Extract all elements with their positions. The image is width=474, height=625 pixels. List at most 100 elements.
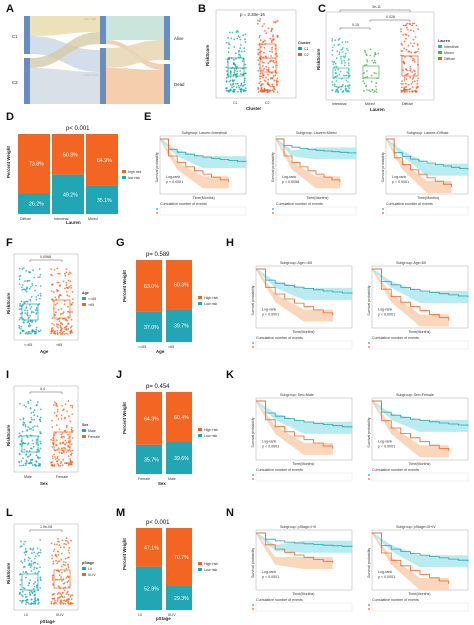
jitter-point [347,49,349,52]
jitter-point [366,59,368,61]
km-subtitle: Subgroup: Sex=Male [280,393,314,397]
jitter-point [259,18,262,20]
jitter-point [338,51,341,54]
jitter-point [19,464,21,467]
jitter-point [66,286,69,289]
panel-letter-n: N [226,507,234,519]
jitter-point [33,418,36,421]
jitter-point [38,330,41,333]
jitter-point [54,314,56,317]
jitter-point [36,552,39,555]
stacked-bars-g: 63.0% 37.0% <=65 60.3% 39.7% >65 [136,260,192,349]
box-c1 [227,57,245,77]
jitter-point [401,50,404,52]
logrank-label: Log-rank [392,175,406,179]
jitter-point [63,582,66,584]
jitter-point [57,570,59,572]
jitter-point [234,63,237,66]
jitter-point [68,576,70,578]
risk-legend-dot [252,604,254,606]
jitter-point [20,540,22,543]
legend-label: Female [88,435,100,439]
logrank-label: Log-rank [262,570,276,574]
jitter-point [267,89,269,92]
jitter-point [416,50,419,53]
jitter-point [259,72,262,75]
bracket [339,27,371,30]
risk-legend-dot [368,604,370,606]
jitter-point [263,51,265,54]
legend-label: low risk [128,176,140,180]
jitter-point [50,461,52,464]
jitter-point [25,454,27,456]
jitter-point [400,82,403,85]
x-axis-label: Time(Months) [292,462,314,466]
jitter-point [35,312,38,315]
jitter-point [19,545,22,548]
jitter-point [50,298,53,301]
jitter-point [60,576,63,578]
jitter-point [344,85,347,88]
jitter-point [56,578,59,581]
jitter-point [24,332,27,335]
jitter-point [413,42,416,45]
km-pval: p < 0.0001 [378,575,395,579]
jitter-point [63,303,66,306]
xtick: Intestinal [54,217,69,221]
jitter-point [331,89,334,92]
bar-value-label: 49.2% [63,192,78,198]
jitter-point [240,44,242,46]
km-curve-high [372,268,450,321]
jitter-point [64,600,67,603]
km-subtitle: Subgroup: Age>65 [396,261,426,265]
xtick: I-II [24,613,28,617]
jitter-point [24,309,26,312]
bar-high-d [52,134,84,175]
jitter-point [68,547,71,549]
jitter-point [28,428,31,430]
risk-table [255,472,353,482]
jitter-point [411,81,414,83]
jitter-point [55,439,58,442]
bar-value-label: 70.7% [174,555,189,561]
jitter-point [61,323,64,326]
jitter-point [63,272,66,275]
jitter-point [50,290,53,292]
jitter-point [53,543,56,546]
jitter-point [29,566,32,568]
x-axis-label: Sex [158,481,166,486]
box-diffuse [401,55,419,77]
risk-table [255,340,353,350]
jitter-point [70,598,73,601]
x-axis-label: Cluster [246,106,261,111]
jitter-point [65,537,68,539]
y-axis-label: Survival probability [155,152,159,182]
jitter-point [342,83,344,86]
jitter-point [26,598,29,601]
jitter-point [32,411,35,414]
jitter-point [30,459,33,461]
jitter-point [337,91,339,93]
jitter-point [243,88,245,91]
risk-legend-dot [252,608,254,610]
jitter-point [343,56,346,59]
stacked-bars-m: 47.1% 52.9% I-II 70.7% 29.3% III-IV [136,528,192,617]
jitter-point [341,85,344,87]
km-curve-high [372,532,450,584]
jitter-point [59,602,61,604]
jitter-point [58,285,61,287]
bar-low-m [136,566,162,610]
jitter-point [54,330,57,333]
jitter-point [51,554,53,557]
jitter-point [270,55,272,57]
jitter-point [18,432,21,435]
bracket [29,529,63,532]
jitter-point [53,453,56,456]
jitter-point [32,442,35,445]
km-pval: p < 0.0001 [262,575,279,579]
jitter-point [331,81,334,83]
jitter-point [257,48,260,51]
jitter-point [26,313,28,316]
jitter-point [273,79,276,82]
jitter-point [32,429,35,432]
